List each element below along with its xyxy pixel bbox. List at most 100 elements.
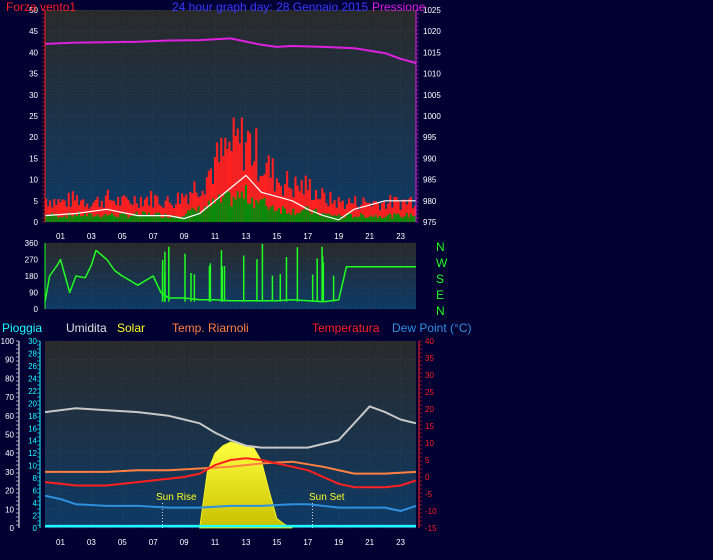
wind-avg-bar xyxy=(90,213,93,222)
wind-x-tick-label: 09 xyxy=(180,232,189,241)
wind-avg-bar xyxy=(368,216,371,222)
temp-y-tick-label: 30 xyxy=(425,371,434,380)
wind-bar xyxy=(216,142,219,222)
wind-bar xyxy=(368,202,371,222)
wind-bar xyxy=(261,175,264,222)
wind-avg-bar xyxy=(179,217,182,222)
wind-bar xyxy=(267,155,270,222)
humidity-y-tick-label: 50 xyxy=(5,431,14,440)
wind-avg-bar xyxy=(115,216,118,222)
rain-y-tick-label: 26 xyxy=(28,362,37,371)
wind-bar xyxy=(370,206,373,222)
wind-bar xyxy=(302,194,305,222)
wind-avg-bar xyxy=(148,212,151,222)
wind-avg-bar xyxy=(409,213,412,222)
wind-bar xyxy=(205,177,208,222)
wind-bar xyxy=(67,192,70,222)
wind-bar xyxy=(164,200,167,222)
humidity-line xyxy=(44,405,417,449)
wind-bar xyxy=(356,206,359,222)
rain-y-tick-label: 28 xyxy=(28,349,37,358)
wind-x-tick-label: 13 xyxy=(242,232,251,241)
wind-avg-bar xyxy=(59,217,62,222)
wind-avg-bar xyxy=(286,213,289,222)
wind-avg-bar xyxy=(302,209,305,222)
rain-y-tick-label: 10 xyxy=(28,462,37,471)
wind-avg-bar xyxy=(240,191,243,222)
wind-bar xyxy=(383,200,386,222)
wind-avg-bar xyxy=(106,215,109,222)
wind-avg-bar xyxy=(174,215,177,222)
wind-avg-bar xyxy=(55,213,58,222)
wind-avg-bar xyxy=(226,190,229,222)
wind-avg-bar xyxy=(251,197,254,222)
wind-avg-bar xyxy=(47,216,50,222)
humidity-y-tick-label: 30 xyxy=(5,468,14,477)
wind-avg-bar xyxy=(181,216,184,222)
wind-bar xyxy=(131,205,134,222)
wind-bar xyxy=(275,178,278,222)
pressure-y-tick-label: 1010 xyxy=(423,70,441,79)
legend-solar: Solar xyxy=(117,321,146,335)
wind-avg-bar xyxy=(255,199,258,222)
wind-bar xyxy=(385,208,388,222)
wind-bar xyxy=(127,200,130,222)
temperature-line xyxy=(44,457,417,489)
wind-avg-bar xyxy=(253,208,256,222)
wind-avg-bar xyxy=(80,216,83,222)
wind-avg-bar xyxy=(397,213,400,222)
sun-rise-label: Sun Rise xyxy=(156,492,197,503)
wind-avg-bar xyxy=(133,213,136,222)
pressure-line xyxy=(44,37,417,64)
wind-bar xyxy=(249,133,252,222)
wind-bar xyxy=(172,208,175,222)
direction-y-tick-label: 270 xyxy=(25,256,39,265)
wind-avg-bar xyxy=(269,206,272,222)
wind-avg-bar xyxy=(372,217,375,222)
humidity-y-tick-label: 60 xyxy=(5,412,14,421)
wind-bar xyxy=(193,181,196,222)
wind-x-tick-label: 01 xyxy=(56,232,65,241)
wind-avg-bar xyxy=(57,217,60,222)
legend-feels-like: Temp. Riarnoli xyxy=(172,321,249,335)
wind-avg-bar xyxy=(300,210,303,222)
wind-bar xyxy=(277,182,280,222)
wind-avg-bar xyxy=(119,214,122,222)
direction-y-tick-label: 360 xyxy=(25,239,39,248)
wind-avg-bar xyxy=(121,213,124,222)
rain-y-tick-label: 12 xyxy=(28,449,37,458)
temp-x-tick-label: 15 xyxy=(272,538,281,547)
wind-bar xyxy=(362,197,365,222)
temp-y-tick-label: -15 xyxy=(425,524,437,533)
wind-avg-bar xyxy=(325,214,328,222)
wind-bar xyxy=(214,156,217,222)
wind-bar xyxy=(304,175,307,222)
wind-avg-bar xyxy=(84,213,87,222)
wind-avg-bar xyxy=(337,214,340,222)
gust-line xyxy=(44,174,416,221)
wind-avg-bar xyxy=(205,208,208,222)
temp-y-tick-label: -10 xyxy=(425,507,437,516)
wind-bar xyxy=(387,203,390,222)
wind-avg-bar xyxy=(51,212,54,222)
wind-y-tick-label: 15 xyxy=(29,154,38,163)
wind-bar xyxy=(331,203,334,222)
wind-avg-bar xyxy=(374,214,377,222)
wind-avg-bar xyxy=(312,210,315,222)
wind-avg-bar xyxy=(257,203,260,222)
wind-avg-bar xyxy=(370,215,373,222)
wind-avg-bar xyxy=(75,215,78,222)
wind-avg-bar xyxy=(401,217,404,222)
wind-bar xyxy=(306,190,309,222)
wind-avg-bar xyxy=(381,218,384,222)
wind-avg-bar xyxy=(403,216,406,222)
wind-bar xyxy=(176,192,179,222)
wind-y-tick-label: 35 xyxy=(29,70,38,79)
wind-avg-bar xyxy=(352,217,355,222)
wind-avg-bar xyxy=(203,206,206,222)
wind-bar xyxy=(323,192,326,222)
wind-bar xyxy=(108,200,111,222)
wind-avg-bar xyxy=(362,215,365,222)
wind-bar xyxy=(195,192,198,222)
rain-y-tick-label: 2 xyxy=(33,512,38,521)
